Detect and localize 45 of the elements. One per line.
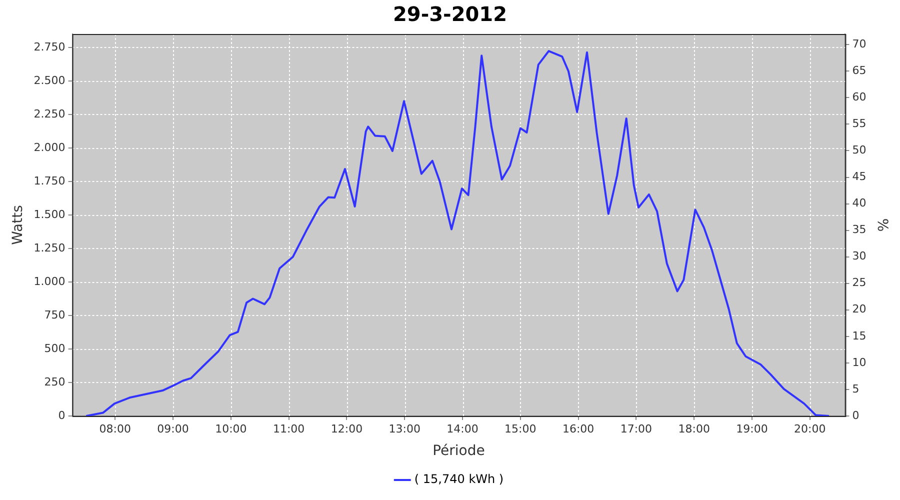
y2-tick-label: 25: [852, 276, 866, 290]
y-tick-label: 2.250: [34, 107, 66, 120]
y2-tick-label: 40: [852, 196, 866, 210]
x-tick-label: 16:00: [562, 422, 594, 436]
x-tick-label: 19:00: [736, 422, 768, 436]
y2-axis-title: %: [874, 218, 890, 232]
y2-tick-label: 30: [852, 250, 866, 263]
y-axis-title: Watts: [10, 205, 26, 245]
x-tick-label: 09:00: [157, 422, 189, 436]
y-tick-label: 1.500: [34, 208, 66, 221]
y2-tick-label: 20: [852, 302, 866, 316]
chart-title: 29-3-2012: [392, 2, 508, 26]
y2-tick-label: 65: [852, 64, 866, 77]
legend-label: ( 15,740 kWh ): [414, 472, 504, 486]
y2-tick-label: 10: [852, 356, 866, 369]
y2-tick-label: 55: [852, 117, 866, 130]
x-tick-label: 13:00: [388, 422, 420, 436]
x-tick-label: 10:00: [215, 422, 247, 436]
y2-tick-label: 5: [852, 382, 860, 396]
x-tick-label: 08:00: [99, 422, 131, 436]
y-tick-label: 2.750: [34, 40, 66, 54]
y-tick-label: 1.000: [34, 274, 66, 288]
y2-tick-label: 35: [852, 223, 866, 236]
y-tick-label: 750: [44, 308, 66, 322]
x-tick-label: 14:00: [446, 422, 478, 436]
y-tick-label: 0: [58, 408, 66, 422]
x-axis-title: Période: [432, 443, 485, 460]
y-tick-label: 500: [44, 342, 66, 355]
x-tick-label: 17:00: [620, 422, 652, 436]
y-tick-label: 2.000: [34, 140, 66, 154]
y2-tick-label: 45: [852, 170, 866, 184]
y-tick-label: 1.250: [34, 241, 66, 254]
y2-tick-label: 15: [852, 329, 866, 342]
y2-tick-label: 70: [852, 37, 866, 50]
y-tick-label: 250: [44, 375, 66, 388]
y-tick-label: 2.500: [34, 74, 66, 87]
x-tick-label: 15:00: [504, 422, 536, 436]
x-tick-label: 11:00: [272, 422, 305, 436]
y-tick-label: 1.750: [34, 174, 66, 188]
x-tick-label: 18:00: [678, 422, 710, 436]
x-tick-label: 20:00: [794, 422, 826, 436]
x-tick-label: 12:00: [330, 422, 363, 436]
y2-tick-label: 50: [852, 144, 866, 157]
y2-tick-label: 60: [852, 90, 866, 104]
y2-tick-label: 0: [852, 408, 860, 422]
